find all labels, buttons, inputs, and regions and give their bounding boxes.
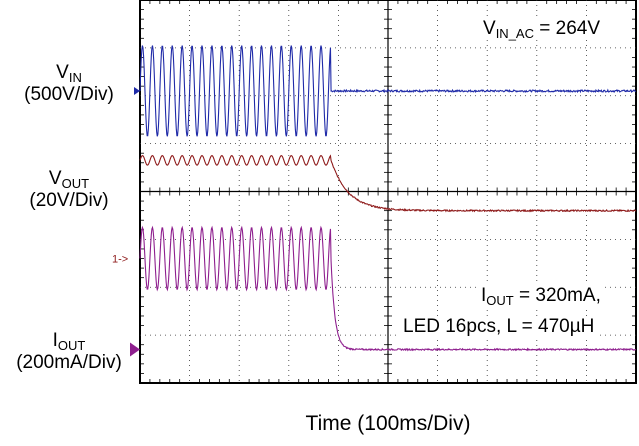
vin-label: VIN (500V/Div) [24, 62, 114, 105]
iout-ground-marker [130, 342, 140, 357]
trace-iout [139, 225, 637, 352]
led-annotation: LED 16pcs, L = 470µH [400, 316, 598, 338]
x-axis-label: Time (100ms/Div) [305, 412, 471, 435]
grid [140, 0, 636, 383]
vin-ground-marker [134, 86, 140, 95]
vout-label: VOUT (20V/Div) [29, 168, 109, 211]
traces [139, 45, 637, 352]
channel-markers: 1-> [112, 86, 140, 357]
trace-vout [139, 154, 637, 213]
iout-annotation: IOUT = 320mA, [478, 285, 604, 307]
channel-1-marker: 1-> [112, 254, 128, 266]
iout-label: IOUT (200mA/Div) [16, 330, 122, 373]
trace-vin [139, 45, 637, 137]
vin-ac-annotation: VIN_AC = 264V [480, 18, 604, 40]
